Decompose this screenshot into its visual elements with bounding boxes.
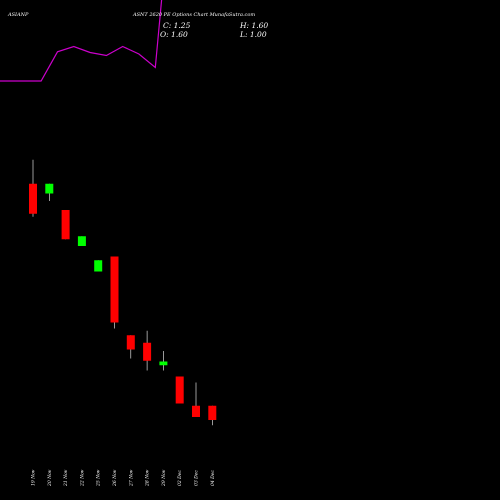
x-tick-label: 27 Nov: [128, 469, 134, 487]
candle-26-nov: [110, 256, 119, 329]
x-tick-label: 02 Dec: [177, 470, 183, 486]
high-value: H: 1.60: [240, 21, 269, 30]
candle-body: [208, 405, 217, 420]
open-value: O: 1.60: [160, 30, 188, 39]
x-tick-label: 25 Nov: [96, 469, 102, 487]
candle-28-nov: [143, 330, 152, 371]
candle-29-nov: [159, 351, 168, 371]
x-tick-label: 19 Nov: [31, 469, 37, 486]
candlesticks: [29, 159, 217, 426]
candle-21-nov: [61, 210, 70, 240]
candle-25-nov: [94, 260, 103, 272]
x-tick-label: 21 Nov: [63, 469, 69, 487]
candle-body: [61, 210, 70, 240]
candle-body: [77, 236, 86, 246]
candle-02-dec: [175, 376, 184, 404]
x-tick-label: 20 Nov: [47, 469, 53, 487]
candle-27-nov: [126, 335, 135, 359]
x-tick-label: 26 Nov: [112, 469, 118, 487]
low-value: L: 1.00: [240, 30, 267, 39]
indicator-line-2: [0, 0, 163, 82]
close-value: C: 1.25: [163, 21, 191, 30]
candle-04-dec: [208, 405, 217, 426]
x-tick-label: 28 Nov: [145, 469, 151, 487]
candle-body: [159, 361, 168, 366]
candle-body: [45, 183, 54, 194]
chart-symbol: ASIANP: [8, 12, 29, 18]
candle-19-nov: [29, 159, 37, 217]
x-tick-label: 22 Nov: [79, 469, 85, 487]
x-tick-label: 04 Dec: [210, 470, 216, 486]
chart-title: ASNT 2620 PE Options Chart MunafaSutra.c…: [133, 12, 256, 18]
x-tick-label: 29 Nov: [161, 469, 167, 487]
candle-body: [192, 405, 200, 417]
candle-body: [94, 260, 103, 272]
candle-body: [175, 376, 184, 404]
x-axis-ticks: 19 Nov 20 Nov 21 Nov 22 Nov 25 Nov 26 Nov 27 N…: [31, 469, 216, 487]
candle-22-nov: [77, 236, 86, 246]
indicator-lines: [0, 0, 163, 82]
candle-body: [143, 342, 152, 361]
candle-body: [110, 256, 119, 323]
candle-body: [29, 183, 37, 214]
x-tick-label: 03 Dec: [194, 470, 200, 486]
candle-03-dec: [192, 382, 200, 417]
candle-body: [126, 335, 135, 350]
candle-20-nov: [45, 183, 54, 201]
